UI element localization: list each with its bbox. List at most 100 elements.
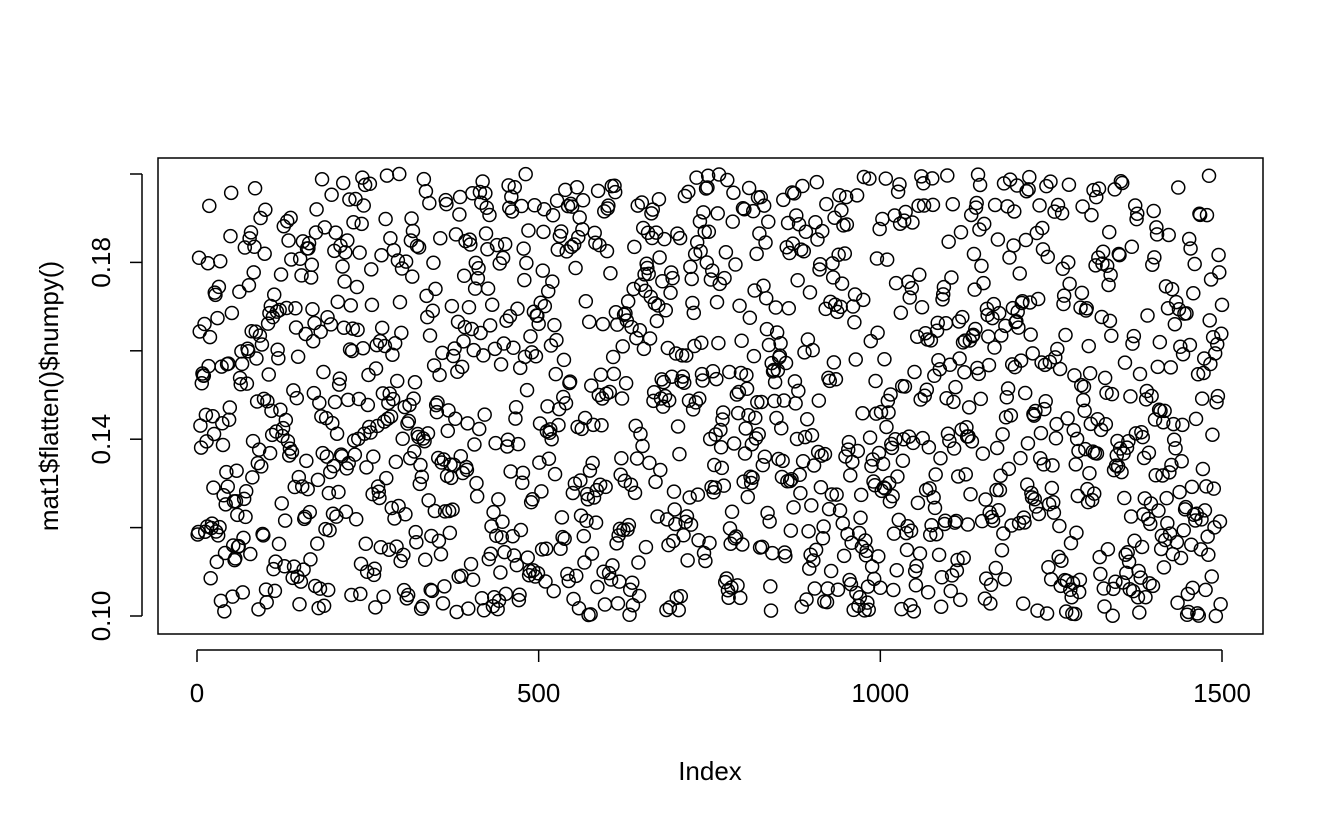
data-point — [793, 242, 809, 257]
data-point — [307, 578, 323, 594]
data-point — [497, 544, 512, 560]
data-point — [957, 364, 972, 380]
data-point — [545, 208, 561, 223]
data-point — [268, 554, 283, 569]
data-point — [705, 363, 721, 379]
data-point — [558, 395, 574, 411]
data-point — [679, 348, 694, 363]
data-point — [584, 378, 599, 393]
data-point — [374, 247, 389, 263]
data-point — [583, 607, 598, 622]
data-point — [364, 297, 380, 313]
data-point — [316, 364, 331, 380]
data-point — [862, 430, 878, 445]
data-point — [1088, 258, 1103, 273]
data-point — [536, 224, 551, 240]
data-point — [524, 345, 540, 360]
data-point — [618, 375, 634, 391]
data-point — [683, 517, 699, 532]
data-point — [868, 373, 883, 389]
data-point — [1212, 514, 1228, 529]
data-point — [374, 320, 390, 336]
data-point — [1048, 431, 1064, 446]
data-point — [547, 317, 562, 333]
data-point — [837, 246, 853, 261]
data-point — [963, 207, 979, 223]
data-point — [210, 310, 225, 326]
data-point — [754, 539, 770, 555]
data-point — [370, 479, 386, 494]
data-point — [645, 202, 661, 217]
data-point — [825, 270, 841, 285]
data-point — [1060, 411, 1075, 426]
data-point — [916, 176, 931, 191]
data-point — [571, 600, 587, 616]
data-point — [381, 542, 397, 557]
data-point — [321, 485, 337, 501]
data-point — [757, 449, 773, 464]
data-point — [659, 512, 675, 527]
data-point — [860, 595, 875, 610]
data-point — [306, 385, 322, 401]
data-point — [1117, 355, 1133, 370]
data-point — [465, 572, 481, 588]
data-point — [541, 451, 557, 466]
data-point — [743, 475, 759, 491]
data-point — [846, 602, 861, 618]
data-point — [302, 504, 317, 520]
data-point — [1068, 457, 1084, 472]
data-point — [945, 196, 961, 212]
data-point — [284, 444, 300, 460]
data-point — [795, 178, 810, 194]
data-point — [361, 419, 377, 435]
data-point — [212, 519, 227, 535]
data-point — [776, 393, 792, 408]
data-point — [392, 166, 407, 182]
data-point — [605, 349, 621, 365]
data-point — [398, 254, 414, 269]
data-point — [832, 187, 847, 203]
data-point — [961, 400, 977, 415]
data-point — [533, 295, 548, 311]
data-point — [950, 469, 966, 484]
data-point — [383, 231, 398, 246]
data-point — [279, 300, 294, 316]
data-point — [473, 325, 488, 341]
data-point — [1097, 370, 1113, 386]
data-point — [580, 491, 596, 507]
data-point — [1132, 366, 1148, 382]
data-point — [911, 198, 926, 214]
data-point — [808, 214, 823, 230]
data-point — [499, 313, 514, 328]
data-point — [944, 568, 960, 583]
data-point — [1205, 329, 1221, 345]
data-point — [282, 448, 297, 463]
data-point — [724, 580, 739, 595]
data-point — [1002, 250, 1017, 265]
data-point — [1110, 433, 1125, 449]
data-point — [352, 245, 367, 260]
data-point — [657, 231, 672, 247]
data-point — [314, 172, 330, 187]
data-point — [944, 270, 959, 285]
data-point — [1109, 448, 1125, 463]
data-point — [457, 319, 473, 335]
data-point — [1195, 461, 1211, 477]
data-point — [694, 366, 710, 382]
data-point — [1214, 326, 1229, 342]
data-point — [840, 526, 855, 542]
data-point — [665, 270, 680, 286]
data-point — [1144, 388, 1159, 404]
data-point — [527, 198, 542, 213]
data-point — [582, 463, 598, 478]
data-point — [564, 239, 579, 255]
data-point — [243, 225, 259, 240]
data-point — [439, 196, 454, 212]
data-point — [332, 371, 348, 386]
data-point — [585, 455, 600, 471]
data-point — [917, 388, 932, 404]
data-point — [230, 507, 245, 523]
data-point — [392, 294, 408, 310]
data-point — [413, 457, 428, 473]
data-point — [259, 595, 274, 610]
